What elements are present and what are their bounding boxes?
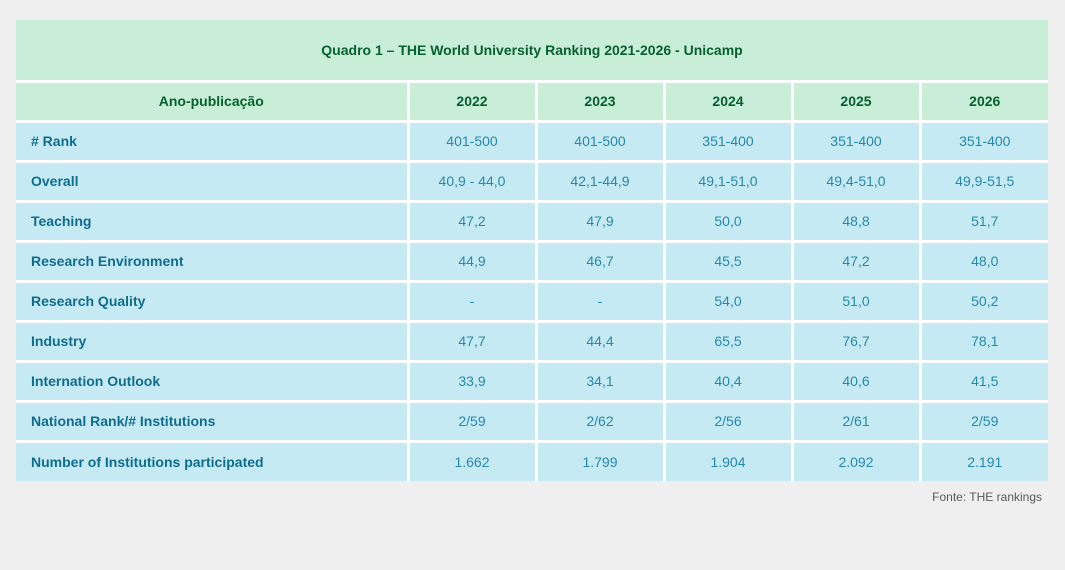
cell-value: 51,7 (918, 199, 1050, 243)
cell-value: 46,7 (534, 239, 666, 283)
cell-value: 2/61 (790, 399, 922, 443)
cell-value: 50,0 (662, 199, 794, 243)
cell-value: 2/62 (534, 399, 666, 443)
cell-value: 40,6 (790, 359, 922, 403)
row-label: # Rank (14, 119, 410, 163)
cell-value: 49,4-51,0 (790, 159, 922, 203)
row-label: Overall (14, 159, 410, 203)
source-note: Fonte: THE rankings (932, 490, 1042, 504)
table-row: Teaching 47,2 47,9 50,0 48,8 51,7 (14, 199, 1050, 243)
cell-value: 51,0 (790, 279, 922, 323)
cell-value: 44,9 (406, 239, 538, 283)
row-label: Research Quality (14, 279, 410, 323)
cell-value: 47,9 (534, 199, 666, 243)
row-label: Industry (14, 319, 410, 363)
column-header-year: 2026 (918, 79, 1050, 123)
column-header-year: 2022 (406, 79, 538, 123)
cell-value: 76,7 (790, 319, 922, 363)
cell-value: 47,2 (406, 199, 538, 243)
cell-value: 47,7 (406, 319, 538, 363)
cell-value: 42,1-44,9 (534, 159, 666, 203)
cell-value: 1.904 (662, 439, 794, 483)
page: Quadro 1 – THE World University Ranking … (14, 18, 1050, 504)
table-row: Overall 40,9 - 44,0 42,1-44,9 49,1-51,0 49,4… (14, 159, 1050, 203)
table-row: National Rank/# Institutions 2/59 2/62 2/56… (14, 399, 1050, 443)
table-row: # Rank 401-500 401-500 351-400 351-400 351-40… (14, 119, 1050, 163)
cell-value: - (406, 279, 538, 323)
table-row: Number of Institutions participated 1.662… (14, 439, 1050, 483)
cell-value: 351-400 (790, 119, 922, 163)
cell-value: 54,0 (662, 279, 794, 323)
cell-value: 50,2 (918, 279, 1050, 323)
cell-value: 47,2 (790, 239, 922, 283)
column-header-year: 2023 (534, 79, 666, 123)
column-header-year: 2025 (790, 79, 922, 123)
table-row: Research Quality - -54,0 51,0 50,2 (14, 279, 1050, 323)
table-title: Quadro 1 – THE World University Ranking … (14, 18, 1050, 83)
cell-value: 34,1 (534, 359, 666, 403)
cell-value: 351-400 (918, 119, 1050, 163)
table-header-row: Ano-publicação 2022 2023 2024 2025 2026 (14, 79, 1050, 123)
cell-value: 41,5 (918, 359, 1050, 403)
table-row: Industry 47,7 44,4 65,5 76,7 78,1 (14, 319, 1050, 363)
cell-value: 2/59 (406, 399, 538, 443)
cell-value: 1.799 (534, 439, 666, 483)
cell-value: 1.662 (406, 439, 538, 483)
table-row: Internation Outlook 33,9 34,1 40,4 40,6 41,5 (14, 359, 1050, 403)
cell-value: 44,4 (534, 319, 666, 363)
row-label: Internation Outlook (14, 359, 410, 403)
cell-value: 2.191 (918, 439, 1050, 483)
table-title-row: Quadro 1 – THE World University Ranking … (14, 18, 1050, 83)
cell-value: 40,4 (662, 359, 794, 403)
cell-value: 49,9-51,5 (918, 159, 1050, 203)
table-row: Research Environment 44,9 46,7 45,5 47,2 48,0 (14, 239, 1050, 283)
cell-value: 2.092 (790, 439, 922, 483)
row-label: National Rank/# Institutions (14, 399, 410, 443)
cell-value: 2/59 (918, 399, 1050, 443)
cell-value: 49,1-51,0 (662, 159, 794, 203)
column-header-year: 2024 (662, 79, 794, 123)
cell-value: 48,0 (918, 239, 1050, 283)
cell-value: 2/56 (662, 399, 794, 443)
cell-value: 78,1 (918, 319, 1050, 363)
cell-value: - (534, 279, 666, 323)
cell-value: 351-400 (662, 119, 794, 163)
cell-value: 33,9 (406, 359, 538, 403)
row-label: Teaching (14, 199, 410, 243)
cell-value: 65,5 (662, 319, 794, 363)
cell-value: 40,9 - 44,0 (406, 159, 538, 203)
row-label: Number of Institutions participated (14, 439, 410, 483)
row-label: Research Environment (14, 239, 410, 283)
column-header-label: Ano-publicação (14, 79, 410, 123)
cell-value: 48,8 (790, 199, 922, 243)
ranking-table: Quadro 1 – THE World University Ranking … (14, 18, 1050, 483)
cell-value: 401-500 (406, 119, 538, 163)
cell-value: 401-500 (534, 119, 666, 163)
cell-value: 45,5 (662, 239, 794, 283)
